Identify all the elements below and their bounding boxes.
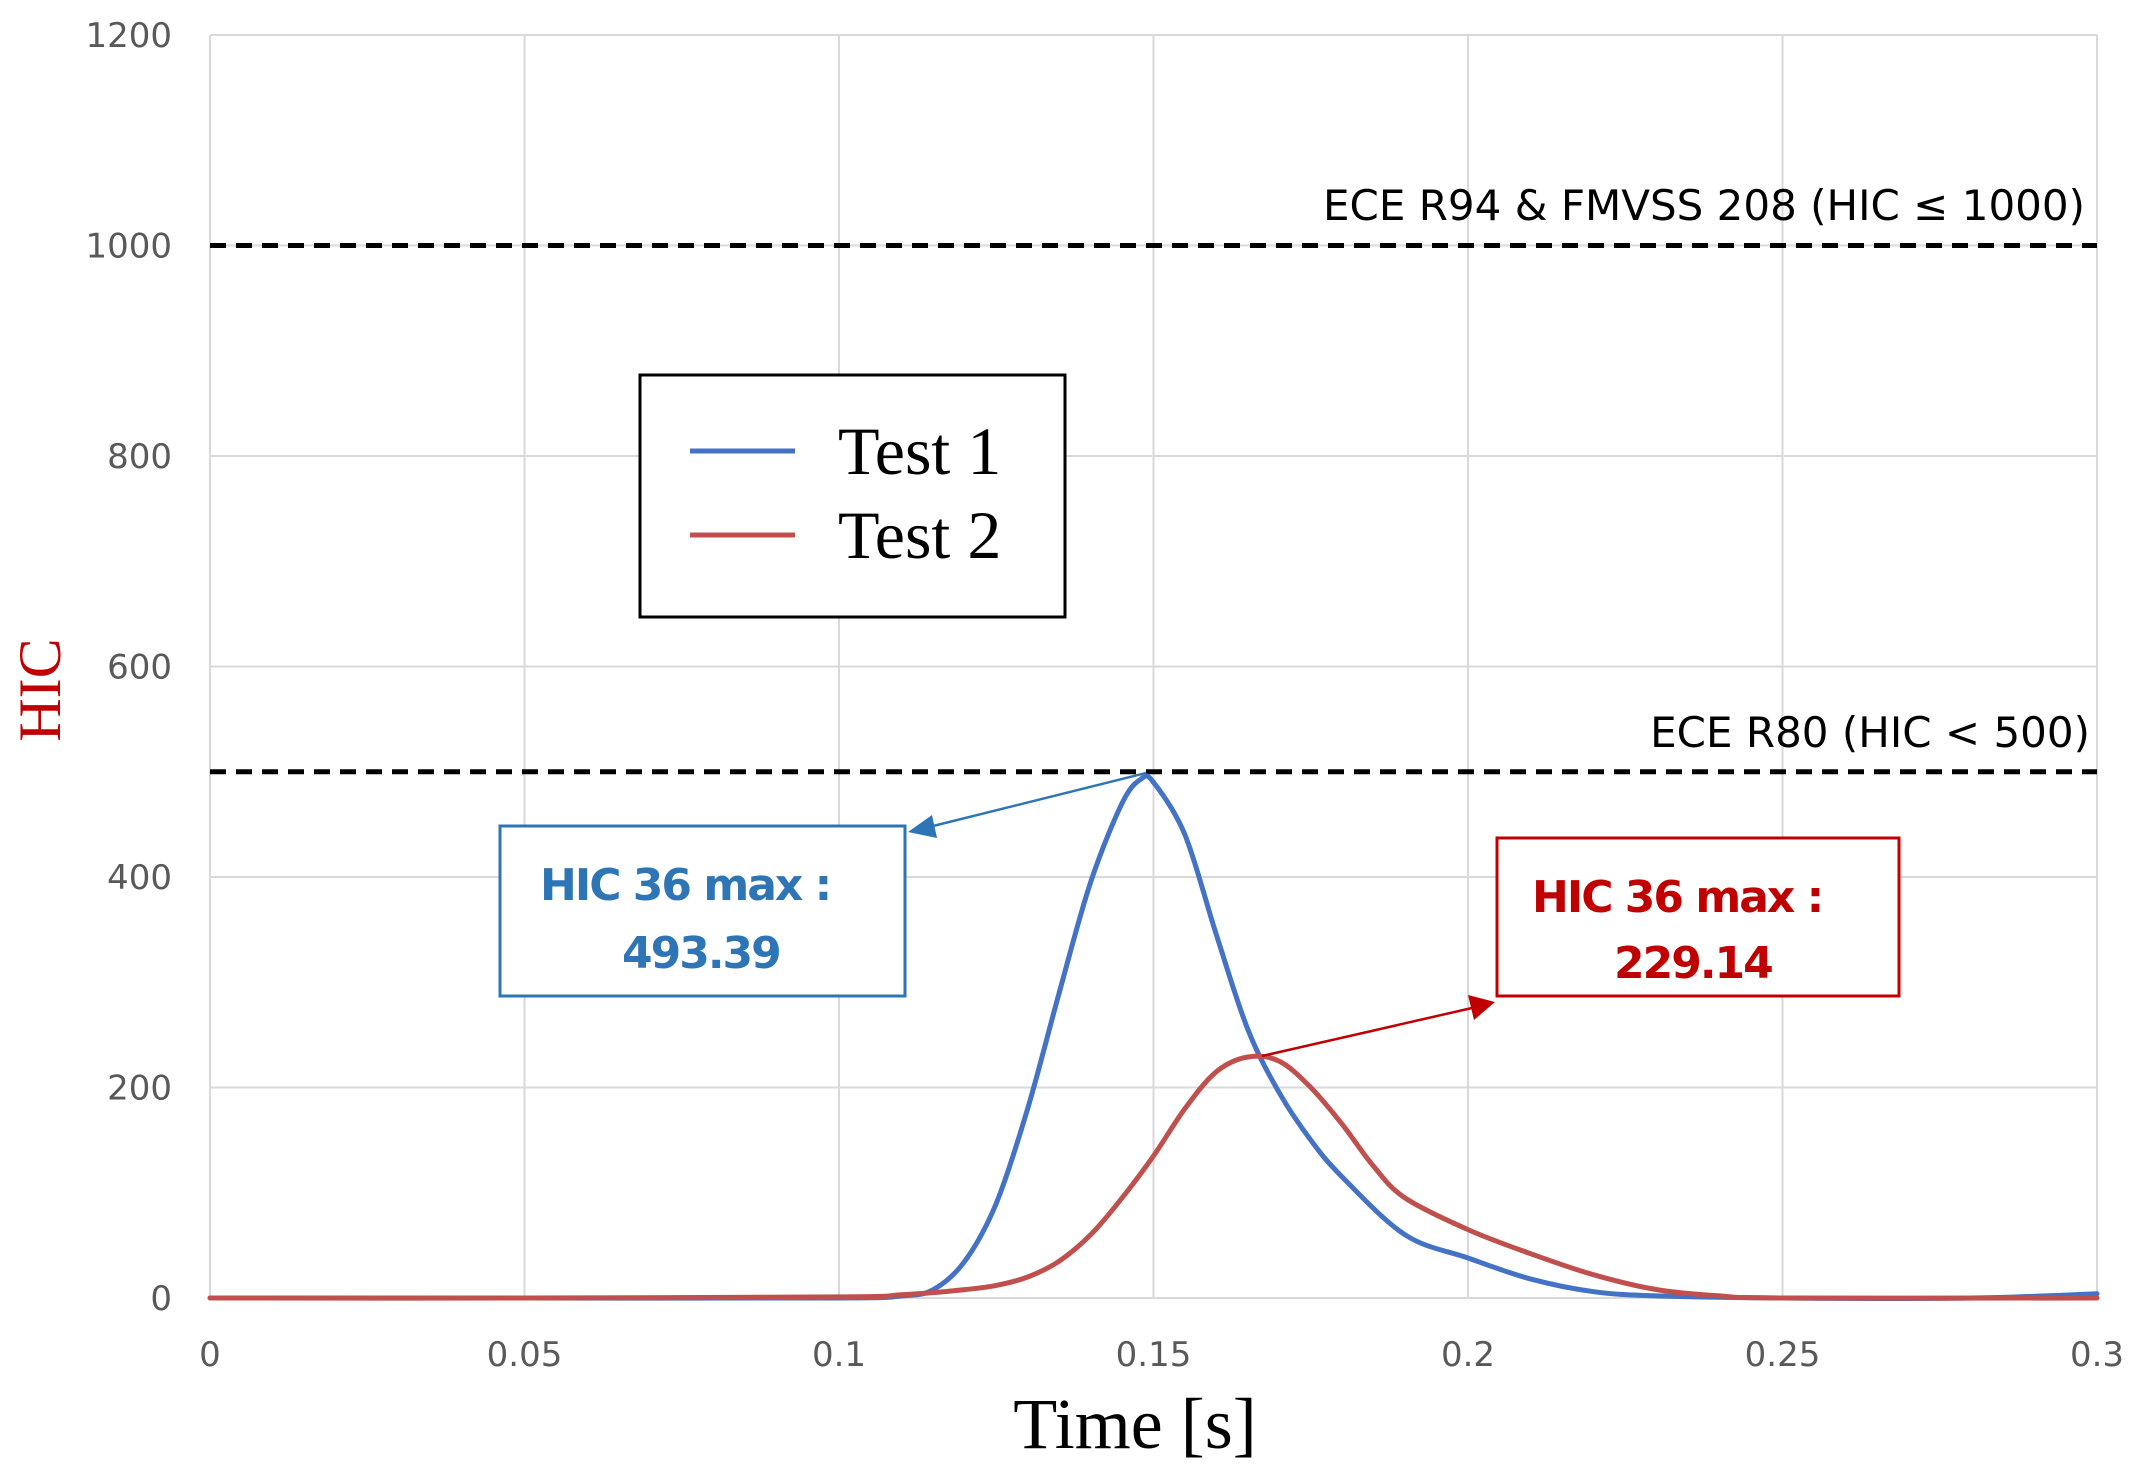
- tick-labels: 0 0.05 0.1 0.15 0.2 0.25 0.3 0 200 400 600 800 1000 1…: [85, 16, 2124, 1375]
- x-tick-label: 0.05: [487, 1335, 563, 1375]
- x-tick-label: 0.15: [1116, 1335, 1192, 1375]
- annotation-value-test-1: 493.39: [622, 928, 780, 979]
- y-axis-title: HIC: [7, 638, 73, 741]
- y-tick-label: 800: [107, 437, 172, 477]
- annotation-arrowhead-test-1: [908, 815, 937, 838]
- reference-lines: [210, 243, 2097, 775]
- annotation-test-2: HIC 36 max : 229.14: [1261, 836, 1901, 1058]
- annotation-arrow-test-1: [924, 771, 1147, 830]
- legend-label-test-2: Test 2: [838, 497, 1001, 573]
- legend-label-test-1: Test 1: [838, 413, 1001, 489]
- x-tick-label: 0.2: [1441, 1335, 1495, 1375]
- x-tick-label: 0.1: [812, 1335, 866, 1375]
- x-axis-title: Time [s]: [1013, 1384, 1256, 1464]
- series-group: [207, 773, 2100, 1301]
- y-tick-label: 1200: [85, 16, 172, 56]
- annotation-box-test-2: [1495, 836, 1901, 998]
- y-tick-label: 1000: [85, 227, 172, 267]
- annotation-box-test-1: [498, 824, 907, 998]
- ref-label-r80: ECE R80 (HIC < 500): [1650, 708, 2090, 757]
- series-line-test-2: [207, 1053, 2100, 1301]
- x-tick-label: 0.3: [2070, 1335, 2124, 1375]
- x-tick-label: 0.25: [1745, 1335, 1821, 1375]
- annotation-arrowhead-test-2: [1468, 995, 1495, 1020]
- y-tick-label: 200: [107, 1069, 172, 1109]
- annotation-test-1: HIC 36 max : 493.39: [498, 771, 1147, 998]
- ref-label-r94: ECE R94 & FMVSS 208 (HIC ≤ 1000): [1323, 181, 2085, 230]
- y-tick-label: 0: [150, 1279, 172, 1319]
- legend-box: [638, 373, 1067, 619]
- y-tick-label: 400: [107, 858, 172, 898]
- legend: Test 1 Test 2: [638, 373, 1067, 619]
- annotation-label-test-2: HIC 36 max :: [1532, 872, 1822, 923]
- annotation-arrow-test-2: [1261, 1006, 1473, 1058]
- annotation-value-test-2: 229.14: [1614, 938, 1772, 989]
- y-tick-label: 600: [107, 648, 172, 688]
- x-tick-label: 0: [199, 1335, 221, 1375]
- annotation-label-test-1: HIC 36 max :: [540, 860, 830, 911]
